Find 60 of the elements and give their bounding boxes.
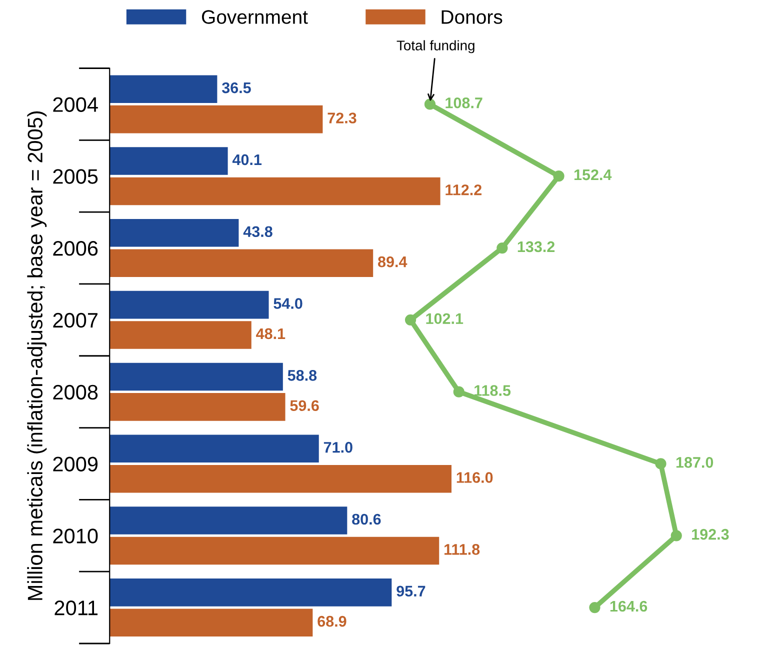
annotation: Total funding [396, 40, 474, 54]
data-label: 68.9 [318, 616, 346, 627]
data-label: 118.5 [474, 385, 511, 396]
bar [110, 290, 269, 319]
data-label: 116.0 [456, 472, 493, 483]
point [670, 530, 682, 542]
bar [110, 321, 252, 349]
bar [110, 578, 392, 606]
data-label: 59.6 [290, 400, 319, 412]
legend-label: Donors [442, 10, 502, 24]
bar [110, 249, 374, 278]
point [589, 602, 600, 614]
data-label: 36.5 [222, 82, 251, 94]
y-tick-label: 2008 [53, 384, 98, 400]
bar [110, 177, 440, 206]
data-label: 192.3 [692, 528, 729, 540]
bar [110, 506, 348, 534]
bar [110, 536, 440, 565]
data-label: 43.8 [243, 226, 272, 238]
data-label: 89.4 [378, 256, 408, 268]
data-label: 102.1 [426, 313, 464, 324]
data-label: 187.0 [676, 457, 714, 468]
point [655, 458, 666, 470]
point [496, 242, 508, 254]
data-label: 152.4 [574, 169, 612, 180]
data-label: 72.3 [328, 112, 356, 124]
y-tick-label: 2006 [53, 241, 98, 256]
point [424, 98, 436, 110]
data-label: 80.6 [352, 514, 381, 525]
bar [110, 608, 313, 637]
data-label: 108.7 [446, 97, 482, 108]
y-tick-label: 2011 [54, 600, 98, 616]
bar [110, 464, 452, 493]
legend-label: Government [202, 10, 308, 24]
y-tick-label: 2010 [53, 528, 98, 544]
bar [110, 393, 286, 421]
point [453, 386, 464, 398]
bar [110, 75, 218, 103]
point [553, 170, 564, 182]
data-label: 58.8 [288, 370, 317, 381]
data-label: 133.2 [518, 241, 555, 252]
data-label: 95.7 [396, 586, 426, 597]
data-label: 112.2 [446, 184, 482, 196]
y-tick-label: 2009 [53, 456, 98, 472]
bar [110, 219, 239, 247]
bar [110, 105, 323, 134]
data-label: 71.0 [324, 442, 352, 453]
bar [110, 362, 283, 391]
data-label: 111.8 [444, 544, 480, 555]
bar [110, 147, 228, 175]
y-tick-label: 2007 [53, 312, 98, 328]
y-tick-label: 2004 [53, 97, 98, 112]
data-label: 48.1 [256, 328, 286, 340]
y-tick-label: 2005 [53, 169, 98, 184]
data-label: 40.1 [232, 154, 262, 166]
y-axis-title: Million meticais (inflation-adjusted; base year = 2005) [27, 111, 47, 600]
data-label: 164.6 [610, 600, 648, 612]
bar [110, 434, 319, 463]
point [404, 314, 416, 326]
data-label: 54.0 [274, 298, 302, 309]
